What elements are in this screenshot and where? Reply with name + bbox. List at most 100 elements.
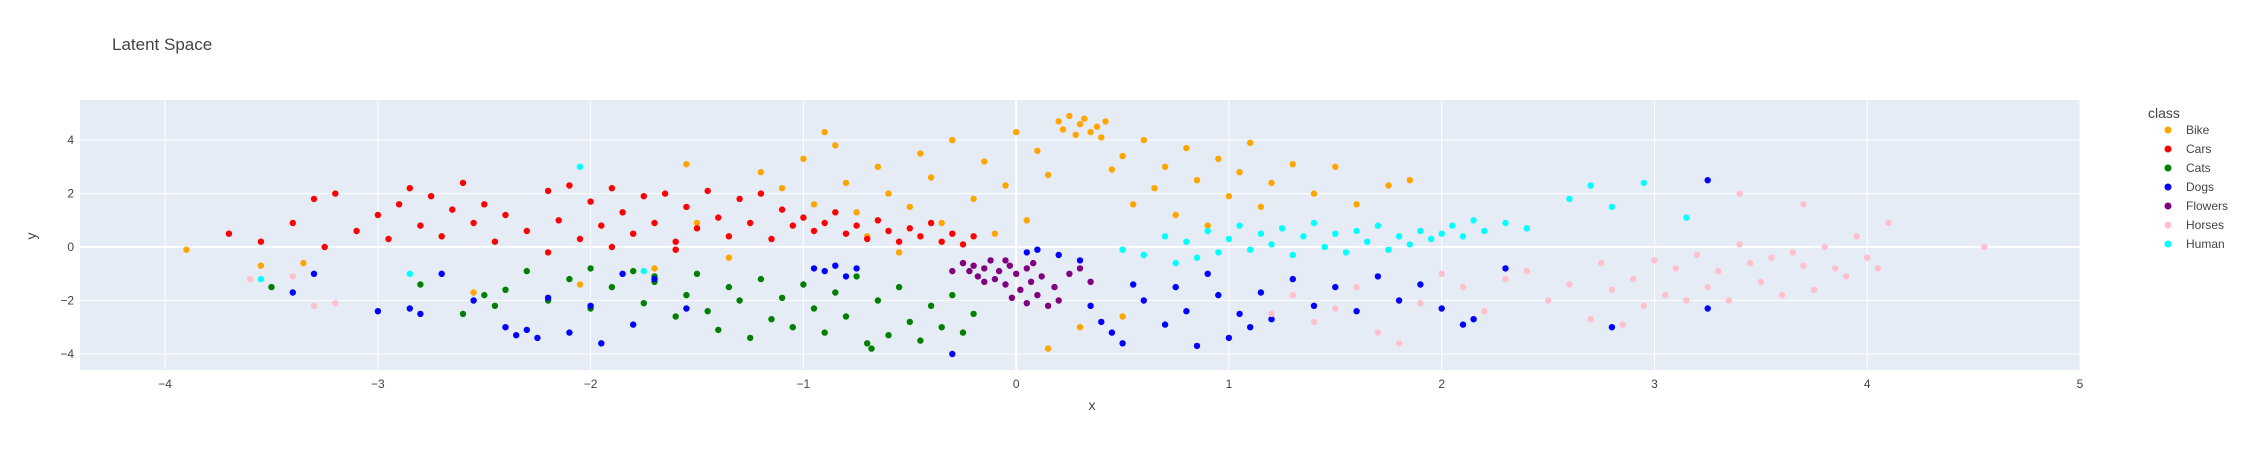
y-axis-ticks: −4 −2 0 2 4 bbox=[60, 133, 74, 361]
data-point bbox=[1034, 246, 1041, 253]
data-point bbox=[1630, 275, 1637, 283]
x-tick-label: −1 bbox=[797, 377, 811, 391]
data-point bbox=[1640, 179, 1648, 187]
data-point bbox=[1385, 182, 1392, 189]
legend-item-human[interactable]: Human bbox=[2164, 237, 2225, 251]
data-point bbox=[991, 230, 999, 237]
data-point bbox=[608, 283, 616, 291]
data-point bbox=[938, 219, 945, 227]
data-point bbox=[778, 206, 786, 213]
data-point bbox=[1353, 283, 1360, 291]
data-point bbox=[1161, 233, 1169, 240]
x-tick-label: 1 bbox=[1226, 377, 1233, 391]
data-point bbox=[949, 230, 956, 237]
data-point bbox=[1502, 219, 1509, 227]
x-tick-label: −4 bbox=[158, 377, 172, 391]
data-point bbox=[1981, 243, 1988, 251]
data-point bbox=[395, 201, 403, 208]
data-point bbox=[1172, 283, 1179, 291]
series-bike bbox=[183, 112, 1414, 352]
data-point bbox=[1395, 297, 1403, 304]
data-point bbox=[1044, 345, 1052, 352]
data-point bbox=[1023, 217, 1030, 224]
data-point bbox=[832, 209, 839, 216]
data-point bbox=[1093, 123, 1101, 130]
data-point bbox=[640, 267, 647, 275]
data-point bbox=[576, 235, 584, 243]
data-point bbox=[1438, 270, 1445, 277]
data-point bbox=[1055, 297, 1062, 304]
data-point bbox=[917, 233, 924, 240]
data-point bbox=[1051, 283, 1058, 291]
data-point bbox=[704, 308, 711, 315]
data-point bbox=[1006, 262, 1013, 269]
data-point bbox=[353, 227, 360, 235]
data-point bbox=[1502, 275, 1509, 283]
data-point bbox=[1693, 251, 1701, 259]
data-point bbox=[566, 275, 573, 283]
legend-item-dogs[interactable]: Dogs bbox=[2164, 180, 2215, 194]
data-point bbox=[1215, 249, 1222, 256]
data-point bbox=[598, 222, 605, 229]
data-point bbox=[576, 163, 584, 170]
data-point bbox=[1161, 163, 1169, 170]
data-point bbox=[1332, 230, 1339, 237]
data-point bbox=[1183, 238, 1190, 245]
data-point bbox=[1008, 294, 1016, 301]
series-flowers bbox=[949, 257, 1094, 309]
data-point bbox=[842, 313, 850, 320]
data-point bbox=[1257, 203, 1265, 211]
data-point bbox=[534, 334, 541, 342]
data-point bbox=[1119, 313, 1126, 320]
data-point bbox=[1059, 126, 1067, 133]
data-point bbox=[970, 195, 977, 203]
data-point bbox=[1832, 265, 1839, 272]
data-point bbox=[1385, 246, 1392, 253]
data-point bbox=[640, 193, 647, 200]
data-point bbox=[693, 270, 701, 277]
data-point bbox=[598, 340, 605, 347]
data-point bbox=[630, 230, 637, 237]
data-point bbox=[1257, 230, 1265, 237]
data-point bbox=[587, 265, 594, 272]
data-point bbox=[778, 185, 786, 192]
data-point bbox=[640, 300, 647, 307]
legend-item-cars[interactable]: Cars bbox=[2164, 142, 2212, 156]
legend-item-cats[interactable]: Cats bbox=[2164, 161, 2211, 175]
data-point bbox=[1119, 340, 1126, 347]
data-point bbox=[959, 259, 967, 267]
x-axis-ticks: −4 −3 −2 −1 0 1 2 3 4 5 bbox=[158, 377, 2083, 391]
data-point bbox=[1364, 238, 1371, 245]
data-point bbox=[949, 291, 956, 299]
data-point bbox=[768, 316, 775, 323]
data-point bbox=[1459, 321, 1467, 328]
legend-item-horses[interactable]: Horses bbox=[2164, 218, 2225, 232]
data-point bbox=[1076, 257, 1084, 264]
legend-item-bike[interactable]: Bike bbox=[2164, 123, 2210, 137]
data-point bbox=[949, 267, 956, 275]
data-point bbox=[1002, 257, 1009, 264]
data-point bbox=[587, 198, 594, 205]
data-point bbox=[906, 225, 913, 232]
legend-item-flowers[interactable]: Flowers bbox=[2164, 199, 2229, 213]
data-point bbox=[1013, 270, 1020, 277]
data-point bbox=[981, 265, 988, 272]
data-point bbox=[970, 262, 977, 269]
data-point bbox=[374, 308, 382, 315]
data-point bbox=[1672, 265, 1679, 272]
data-point bbox=[938, 238, 945, 245]
x-tick-label: 0 bbox=[1013, 377, 1020, 391]
data-point bbox=[1204, 222, 1211, 229]
data-point bbox=[1449, 222, 1456, 229]
data-point bbox=[853, 222, 860, 229]
data-point bbox=[1193, 342, 1201, 350]
data-point bbox=[768, 235, 775, 243]
data-point bbox=[427, 193, 435, 200]
data-point bbox=[1395, 233, 1403, 240]
data-point bbox=[1768, 254, 1775, 261]
data-point bbox=[991, 275, 999, 283]
data-point bbox=[1725, 297, 1733, 304]
data-point bbox=[1087, 302, 1094, 309]
data-point bbox=[981, 278, 988, 285]
data-point bbox=[1310, 302, 1318, 309]
